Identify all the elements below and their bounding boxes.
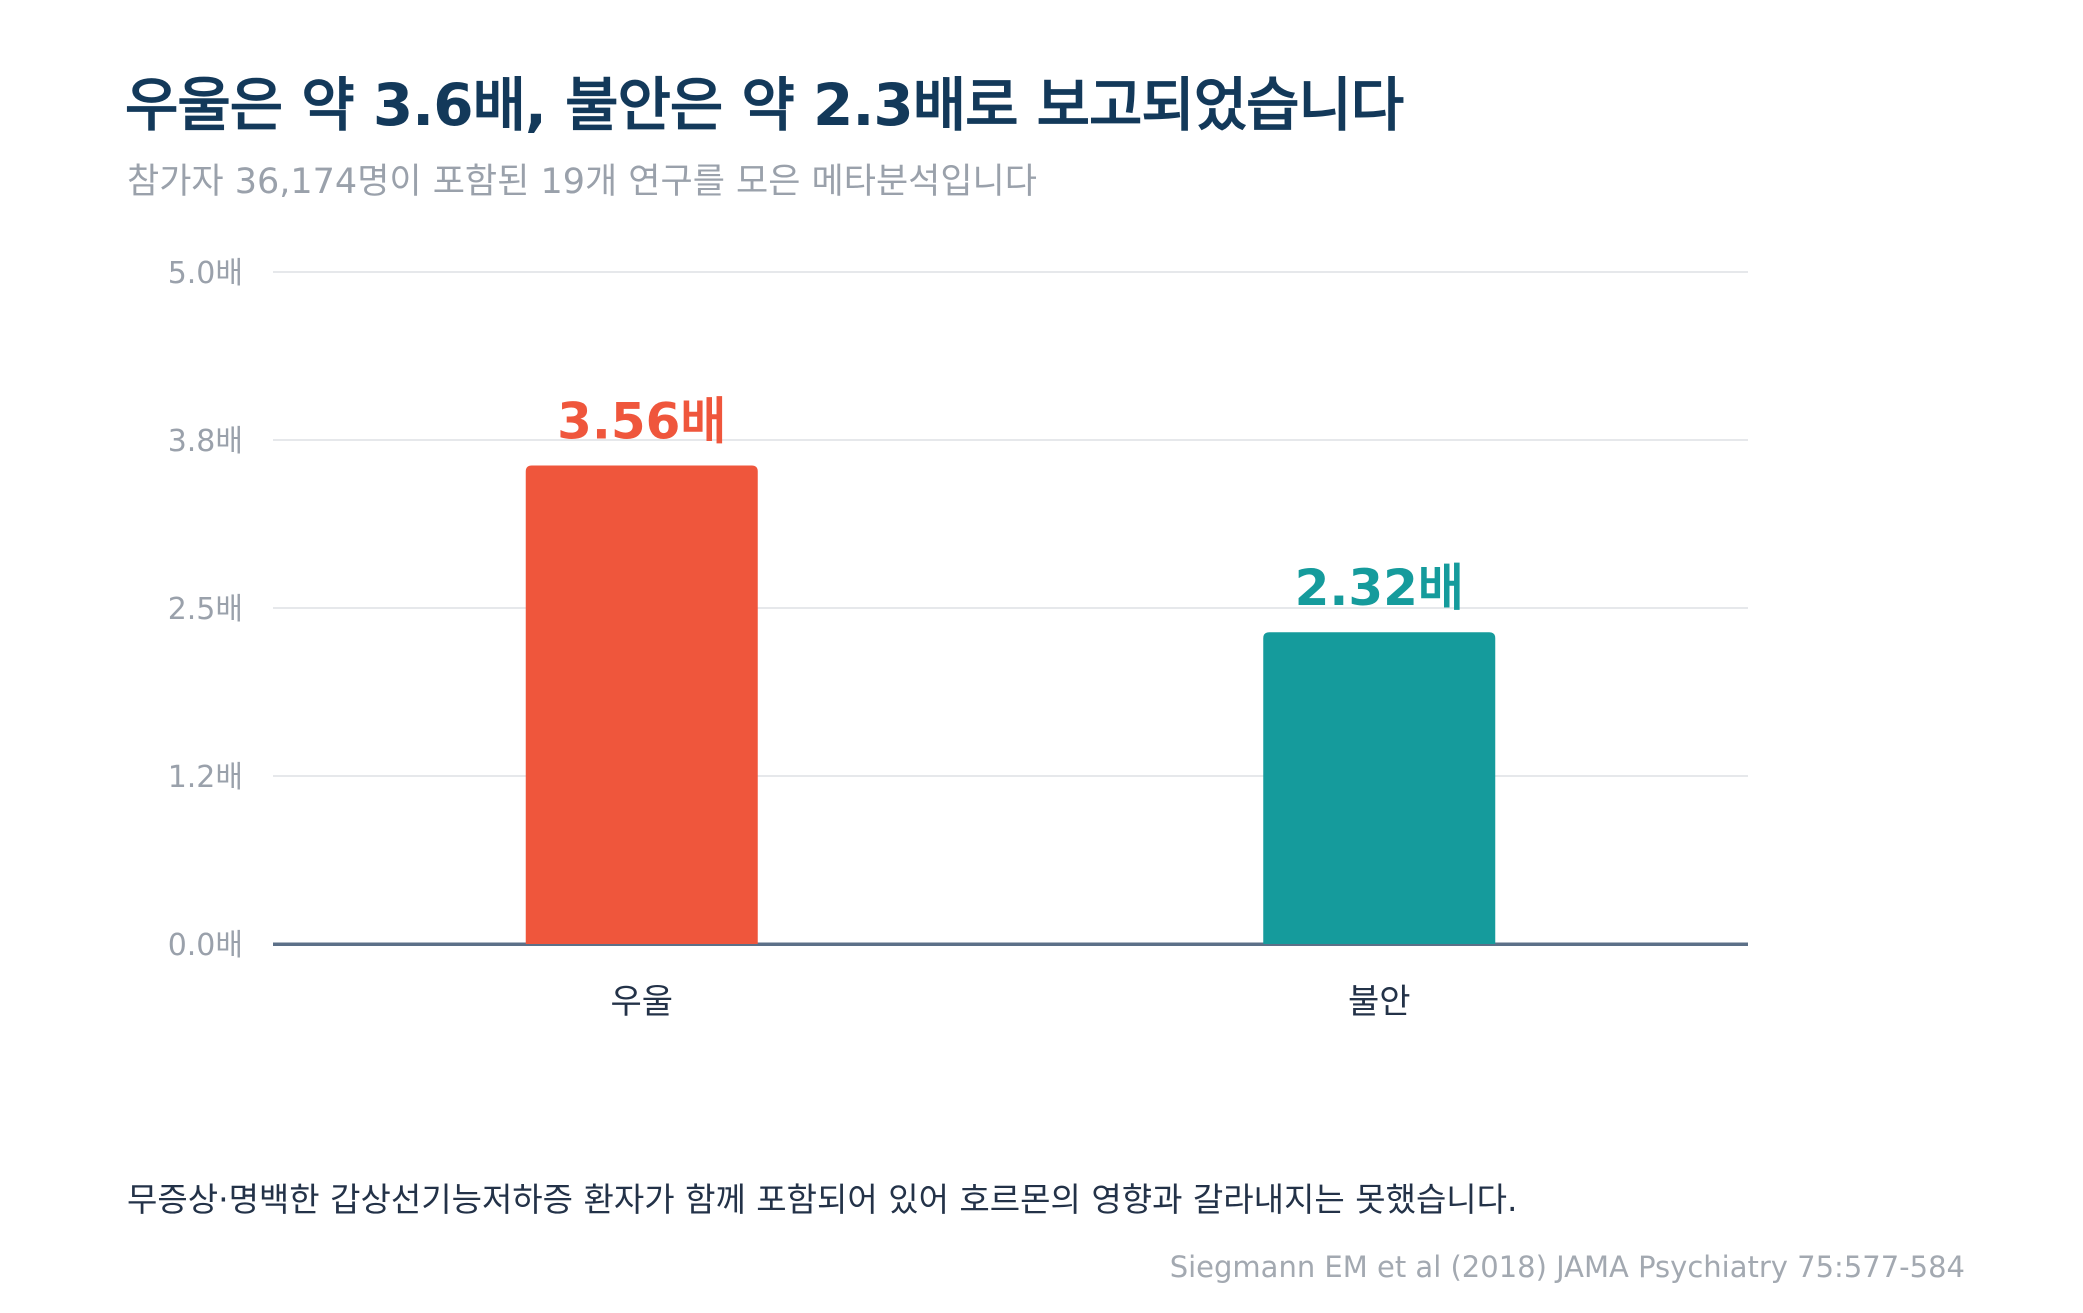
- bar-0: [525, 465, 758, 944]
- x-tick-label-1: 불안: [1348, 982, 1411, 1022]
- source-citation: Siegmann EM et al (2018) JAMA Psychiatry…: [1169, 1250, 1965, 1284]
- y-tick-label-1: 1.2배: [168, 760, 243, 795]
- bar-1: [1263, 632, 1496, 944]
- y-tick-label-0: 0.0배: [168, 928, 243, 963]
- chart-subtitle: 참가자 36,174명이 포함된 19개 연구를 모은 메타분석입니다: [127, 162, 1037, 202]
- y-tick-label-2: 2.5배: [168, 592, 243, 627]
- footnote: 무증상·명백한 갑상선기능저하증 환자가 함께 포함되어 있어 호르몬의 영향과…: [127, 1180, 1518, 1219]
- chart-title: 우울은 약 3.6배, 불안은 약 2.3배로 보고되었습니다: [125, 71, 1404, 139]
- y-tick-label-4: 5.0배: [168, 256, 243, 291]
- bar-value-label-0: 3.56배: [557, 393, 726, 451]
- bar-value-label-1: 2.32배: [1295, 559, 1464, 617]
- x-tick-label-0: 우울: [610, 982, 673, 1022]
- y-tick-label-3: 3.8배: [168, 424, 243, 459]
